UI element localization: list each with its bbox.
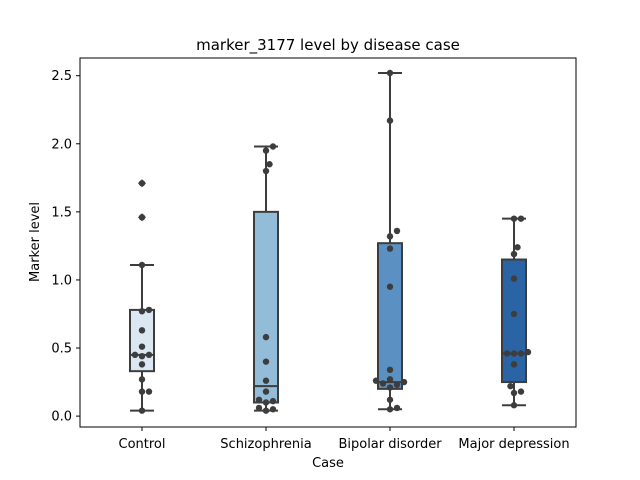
data-point <box>510 275 518 282</box>
y-tick-label: 1.0 <box>51 273 72 288</box>
data-point <box>386 406 394 413</box>
data-point <box>517 388 525 395</box>
data-point <box>510 389 518 397</box>
data-point <box>138 180 146 187</box>
data-point <box>507 382 514 390</box>
x-tick-label: Bipolar disorder <box>338 437 442 452</box>
data-point <box>524 348 532 356</box>
data-point <box>138 352 146 360</box>
data-point <box>138 388 146 395</box>
y-tick-label: 0.5 <box>51 342 72 357</box>
data-point <box>386 283 394 290</box>
data-point <box>138 327 146 334</box>
y-tick-label: 2.5 <box>51 69 72 84</box>
chart-title: marker_3177 level by disease case <box>196 36 460 55</box>
x-tick-label: Schizophrenia <box>220 437 311 452</box>
data-point <box>262 407 270 414</box>
data-point <box>510 361 518 368</box>
box-body <box>129 308 155 373</box>
plot-area <box>129 69 532 414</box>
data-point <box>262 167 270 175</box>
data-point <box>262 358 270 365</box>
data-point <box>379 380 387 387</box>
data-point <box>517 215 525 222</box>
data-point <box>262 399 270 406</box>
data-point <box>372 377 380 384</box>
data-point <box>269 406 277 413</box>
data-point <box>386 366 394 374</box>
data-point <box>517 350 525 357</box>
axes-frame <box>79 57 577 428</box>
x-tick-label: Control <box>119 437 166 452</box>
data-point <box>262 333 270 341</box>
data-point <box>386 69 394 77</box>
data-point <box>510 310 518 318</box>
data-point <box>514 244 521 251</box>
x-axis: Control Schizophrenia Bipolar disorder Majo… <box>119 427 570 452</box>
data-point <box>386 396 394 403</box>
data-point <box>510 250 518 258</box>
data-point <box>393 381 401 388</box>
box-body <box>377 242 403 390</box>
data-point <box>145 306 153 314</box>
data-point <box>262 377 270 384</box>
x-tick-label: Major depression <box>458 437 569 452</box>
data-point <box>510 215 518 222</box>
y-tick-label: 0.0 <box>51 410 72 425</box>
data-point <box>145 388 153 395</box>
data-point <box>262 388 270 395</box>
data-point <box>131 351 139 359</box>
data-point <box>386 245 394 252</box>
data-point <box>386 376 394 383</box>
data-point <box>386 117 394 124</box>
data-point <box>138 261 146 269</box>
data-point <box>138 214 146 221</box>
data-point <box>145 351 153 359</box>
box-body <box>253 210 279 404</box>
data-point <box>386 384 394 391</box>
box-group <box>253 145 279 412</box>
data-point <box>269 397 277 405</box>
data-point <box>138 376 146 383</box>
y-axis-label: Marker level <box>28 202 43 282</box>
y-tick-label: 1.5 <box>51 205 72 220</box>
y-axis: 0.0 0.5 1.0 1.5 2.0 2.5 <box>51 69 80 425</box>
data-point <box>138 407 146 414</box>
data-point <box>386 233 394 240</box>
y-tick-label: 2.0 <box>51 137 72 152</box>
data-point <box>255 404 263 412</box>
data-point <box>138 361 146 368</box>
data-point <box>138 308 146 315</box>
data-point <box>266 161 273 168</box>
data-point <box>503 350 511 357</box>
box-group <box>377 71 403 411</box>
data-point <box>393 227 401 235</box>
data-point <box>400 378 408 386</box>
box-group <box>129 179 155 412</box>
data-point <box>510 402 518 409</box>
data-point <box>269 143 277 150</box>
data-point <box>255 396 263 403</box>
data-point <box>393 404 401 412</box>
data-point <box>138 343 146 350</box>
data-point <box>510 350 518 357</box>
data-point <box>262 147 270 154</box>
x-axis-label: Case <box>312 456 344 471</box>
